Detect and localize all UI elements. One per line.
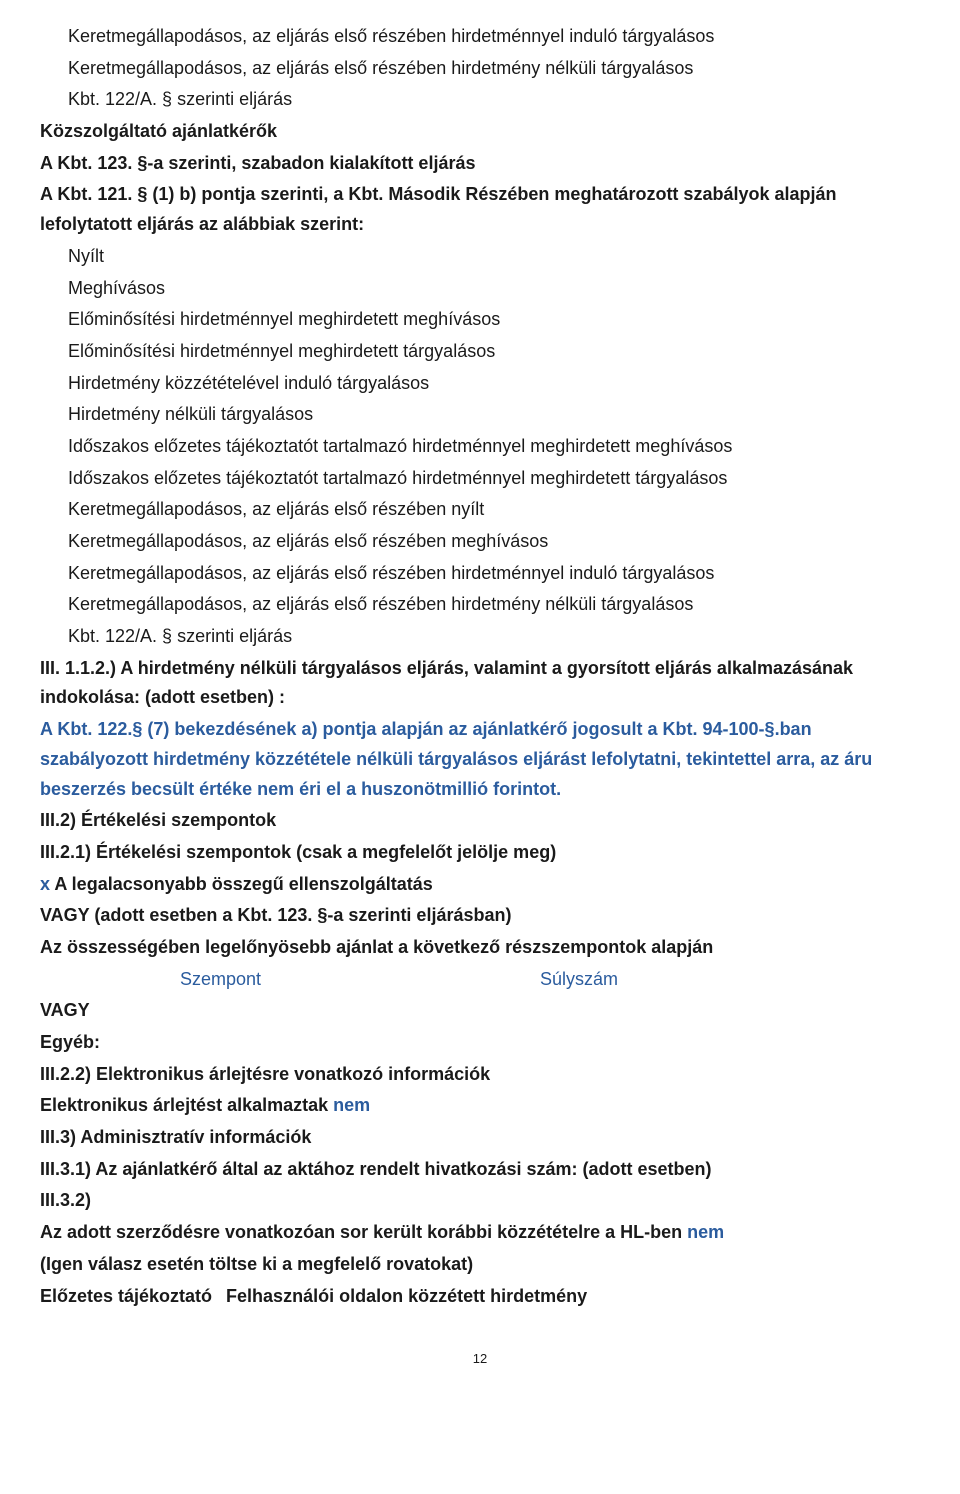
section-iii-3-1: III.3.1) Az ajánlatkérő által az aktához… [40, 1155, 920, 1185]
section-iii-2-2: III.2.2) Elektronikus árlejtésre vonatko… [40, 1060, 920, 1090]
prior-publication-value: nem [687, 1222, 724, 1242]
text-line: Időszakos előzetes tájékoztatót tartalma… [40, 464, 920, 494]
footer-right: Felhasználói oldalon közzétett hirdetmén… [226, 1282, 587, 1312]
text-line: Keretmegállapodásos, az eljárás első rés… [40, 559, 920, 589]
footer-left: Előzetes tájékoztató [40, 1282, 212, 1312]
text-line: A Kbt. 123. §-a szerinti, szabadon kiala… [40, 149, 920, 179]
text-line: Hirdetmény közzétételével induló tárgyal… [40, 369, 920, 399]
prior-publication-label: Az adott szerződésre vonatkozóan sor ker… [40, 1222, 687, 1242]
electronic-auction-value: nem [333, 1095, 370, 1115]
section-iii-3-2: III.3.2) [40, 1186, 920, 1216]
prior-publication-line: Az adott szerződésre vonatkozóan sor ker… [40, 1218, 920, 1248]
text-line: Közszolgáltató ajánlatkérők [40, 117, 920, 147]
text-line: III. 1.1.2.) A hirdetmény nélküli tárgya… [40, 654, 920, 713]
electronic-auction-line: Elektronikus árlejtést alkalmaztak nem [40, 1091, 920, 1121]
criteria-text: A legalacsonyabb összegű ellenszolgáltat… [50, 874, 433, 894]
text-line: Meghívásos [40, 274, 920, 304]
text-line: Keretmegállapodásos, az eljárás első rés… [40, 54, 920, 84]
or-line-2: VAGY [40, 996, 920, 1026]
text-line: Hirdetmény nélküli tárgyalásos [40, 400, 920, 430]
document-body: Keretmegállapodásos, az eljárás első rés… [40, 22, 920, 868]
document-page: Keretmegállapodásos, az eljárás első rés… [0, 0, 960, 1396]
text-line: Keretmegállapodásos, az eljárás első rés… [40, 22, 920, 52]
footer-row: Előzetes tájékoztató Felhasználói oldalo… [40, 1282, 920, 1312]
text-line: Előminősítési hirdetménnyel meghirdetett… [40, 305, 920, 335]
criteria-marker: x [40, 874, 50, 894]
best-offer-line: Az összességében legelőnyösebb ajánlat a… [40, 933, 920, 963]
text-line: Kbt. 122/A. § szerinti eljárás [40, 622, 920, 652]
other-line: Egyéb: [40, 1028, 920, 1058]
text-line: A Kbt. 122.§ (7) bekezdésének a) pontja … [40, 715, 920, 804]
text-line: Időszakos előzetes tájékoztatót tartalma… [40, 432, 920, 462]
criteria-table-header: Szempont Súlyszám [40, 965, 920, 995]
text-line: Keretmegállapodásos, az eljárás első rés… [40, 590, 920, 620]
page-number: 12 [40, 1351, 920, 1366]
text-line: A Kbt. 121. § (1) b) pontja szerinti, a … [40, 180, 920, 239]
criteria-lowest-price: x A legalacsonyabb összegű ellenszolgált… [40, 870, 920, 900]
text-line: Nyílt [40, 242, 920, 272]
text-line: Előminősítési hirdetménnyel meghirdetett… [40, 337, 920, 367]
text-line: Keretmegállapodásos, az eljárás első rés… [40, 527, 920, 557]
or-line-1: VAGY (adott esetben a Kbt. 123. §-a szer… [40, 901, 920, 931]
table-header-sulyszam: Súlyszám [540, 965, 618, 995]
table-header-szempont: Szempont [180, 965, 540, 995]
text-line: Kbt. 122/A. § szerinti eljárás [40, 85, 920, 115]
text-line: III.2) Értékelési szempontok [40, 806, 920, 836]
text-line: III.2.1) Értékelési szempontok (csak a m… [40, 838, 920, 868]
section-iii-3: III.3) Adminisztratív információk [40, 1123, 920, 1153]
electronic-auction-label: Elektronikus árlejtést alkalmaztak [40, 1095, 333, 1115]
if-yes-line: (Igen válasz esetén töltse ki a megfelel… [40, 1250, 920, 1280]
text-line: Keretmegállapodásos, az eljárás első rés… [40, 495, 920, 525]
